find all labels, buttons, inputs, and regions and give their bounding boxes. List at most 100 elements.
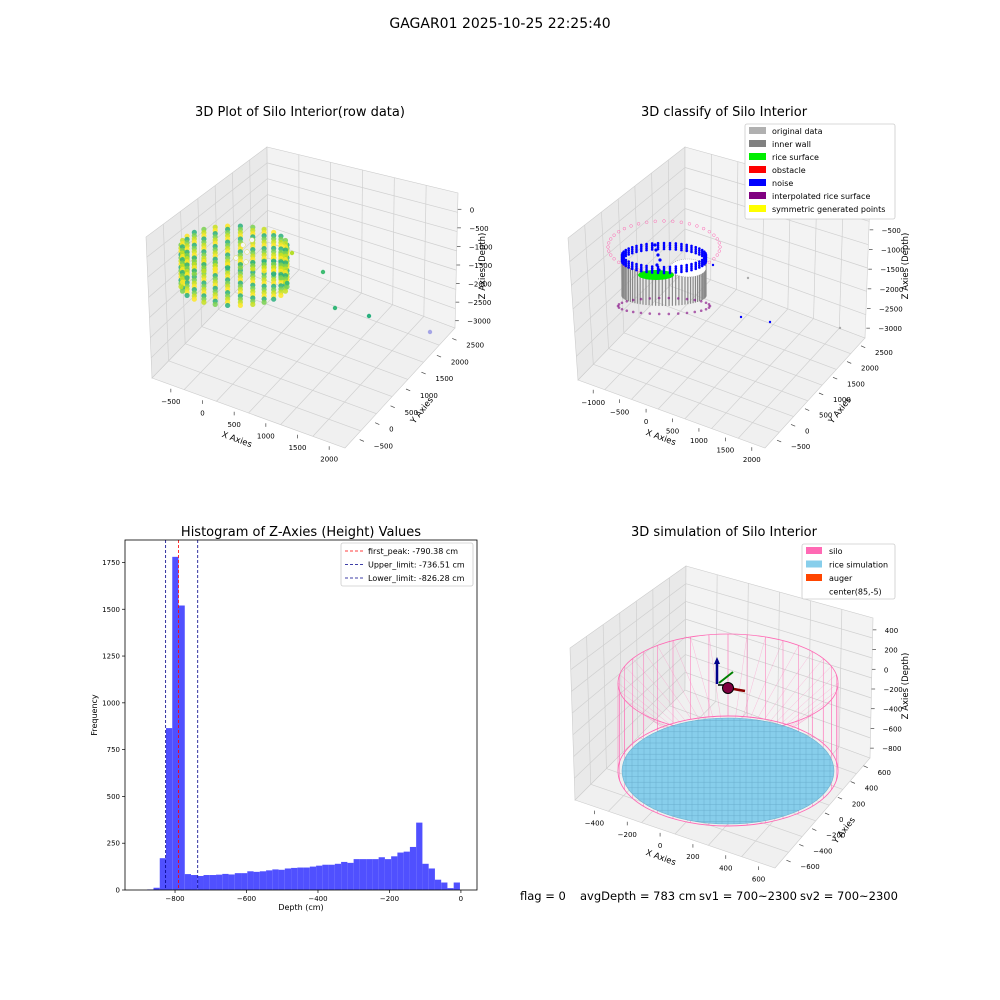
interpolated-point [617,303,621,306]
histogram-bar [384,859,392,890]
interpolated-point [701,226,706,231]
noise-point [627,260,630,263]
z-tick-label: 400 [885,627,898,635]
chart-title: 3D classify of Silo Interior [641,105,808,120]
grid-line [573,654,686,757]
noise-point [690,244,693,248]
noise-point [698,260,701,263]
y-tick-label: 2000 [451,358,469,366]
noise-point [694,245,698,249]
noise-point [698,247,701,250]
data-point [184,275,190,281]
grid-line [569,167,686,262]
legend-label: center(85,-5) [829,588,882,597]
x-tick-label: 500 [666,428,679,436]
histogram-bar [409,846,417,890]
histogram-bar [428,868,435,890]
histogram-bar [259,871,267,890]
histogram-bar [159,858,167,890]
tick-mark [804,408,810,411]
data-point [243,259,249,265]
z-tick-label: −2500 [468,299,492,307]
noise-point [694,265,698,269]
histogram-bar [209,875,217,890]
data-point [212,301,218,307]
legend: original data inner wall rice surface obsta… [744,123,896,220]
x-axis-label: Depth (cm) [278,903,323,912]
noise-point [668,241,672,245]
noise-point [627,247,630,250]
noise-point [694,267,698,271]
x-axis-label: X Axies [220,430,253,450]
z-tick-label: −800 [882,745,901,753]
noise-point [690,264,693,268]
chart-classify-3d: 3D classify of Silo Interior −1000 −500 0 50… [567,105,911,464]
noise-point [668,265,672,269]
noise-point [639,247,643,251]
noise-point [668,243,672,247]
interpolated-point [718,245,722,249]
noise-point [690,262,693,266]
z-tick-label: −3000 [878,325,902,333]
noise-point [700,254,704,258]
chart-simulation-3d: 3D simulation of Silo Interior −400 −200 0 2… [569,525,911,883]
y-tick-label: 500 [107,793,120,801]
grid-line [267,225,456,290]
legend-label: original data [772,127,823,136]
histogram-bar [353,859,360,890]
noise-point [630,245,634,249]
grid-line [684,228,867,292]
x-tick-label: 0 [658,842,662,850]
outlier-point [427,329,433,335]
noise-point [685,249,689,253]
grid-line [576,249,686,357]
histogram-bar [234,873,242,890]
grid-line [197,198,203,327]
tick-mark [812,828,817,831]
noise-point [674,242,678,245]
noise-point [645,246,648,250]
tick-mark [860,345,866,348]
y-tick-label: −200 [826,832,845,840]
legend-label: rice surface [772,153,819,162]
noise-point [674,244,678,247]
z-tick-label: −3000 [467,318,491,326]
y-tick-label: 600 [878,769,891,777]
legend-frame [801,543,896,600]
noise-point [654,248,658,252]
x-axis-label: X Axies [644,848,677,868]
grid-line [248,292,362,414]
z-tick-label: 0 [884,666,888,674]
grid-line [657,298,763,410]
z-tick-label: −2500 [879,306,903,314]
tick-mark [824,812,830,816]
grid-line [631,289,737,400]
grid-line [571,618,686,714]
data-point [278,275,284,281]
histogram-bar [247,871,254,890]
grid-line [216,281,331,402]
grid-line [711,318,814,429]
interpolated-point [606,245,610,249]
noise-point [685,269,689,273]
histogram-bar [434,879,442,890]
noise-point [694,249,698,253]
data-point [250,301,256,307]
legend-swatch [749,127,766,134]
outlier-point [366,313,372,319]
noise-point [635,250,638,254]
grid-line [267,210,457,271]
grid-line [234,291,424,363]
tick-mark [799,844,804,847]
z-tick-label: −200 [884,686,903,694]
x-tick-label: 500 [227,421,240,429]
interpolated-point [699,299,703,303]
z-tick-label: −400 [883,706,902,714]
legend-swatch [806,560,822,568]
histogram-bar [222,873,229,890]
y-tick-label: −500 [791,443,810,451]
x-tick-label: −200 [380,895,399,903]
noise-point [630,261,634,265]
legend-swatch [806,547,822,554]
y-tick-label: 1750 [102,559,120,567]
